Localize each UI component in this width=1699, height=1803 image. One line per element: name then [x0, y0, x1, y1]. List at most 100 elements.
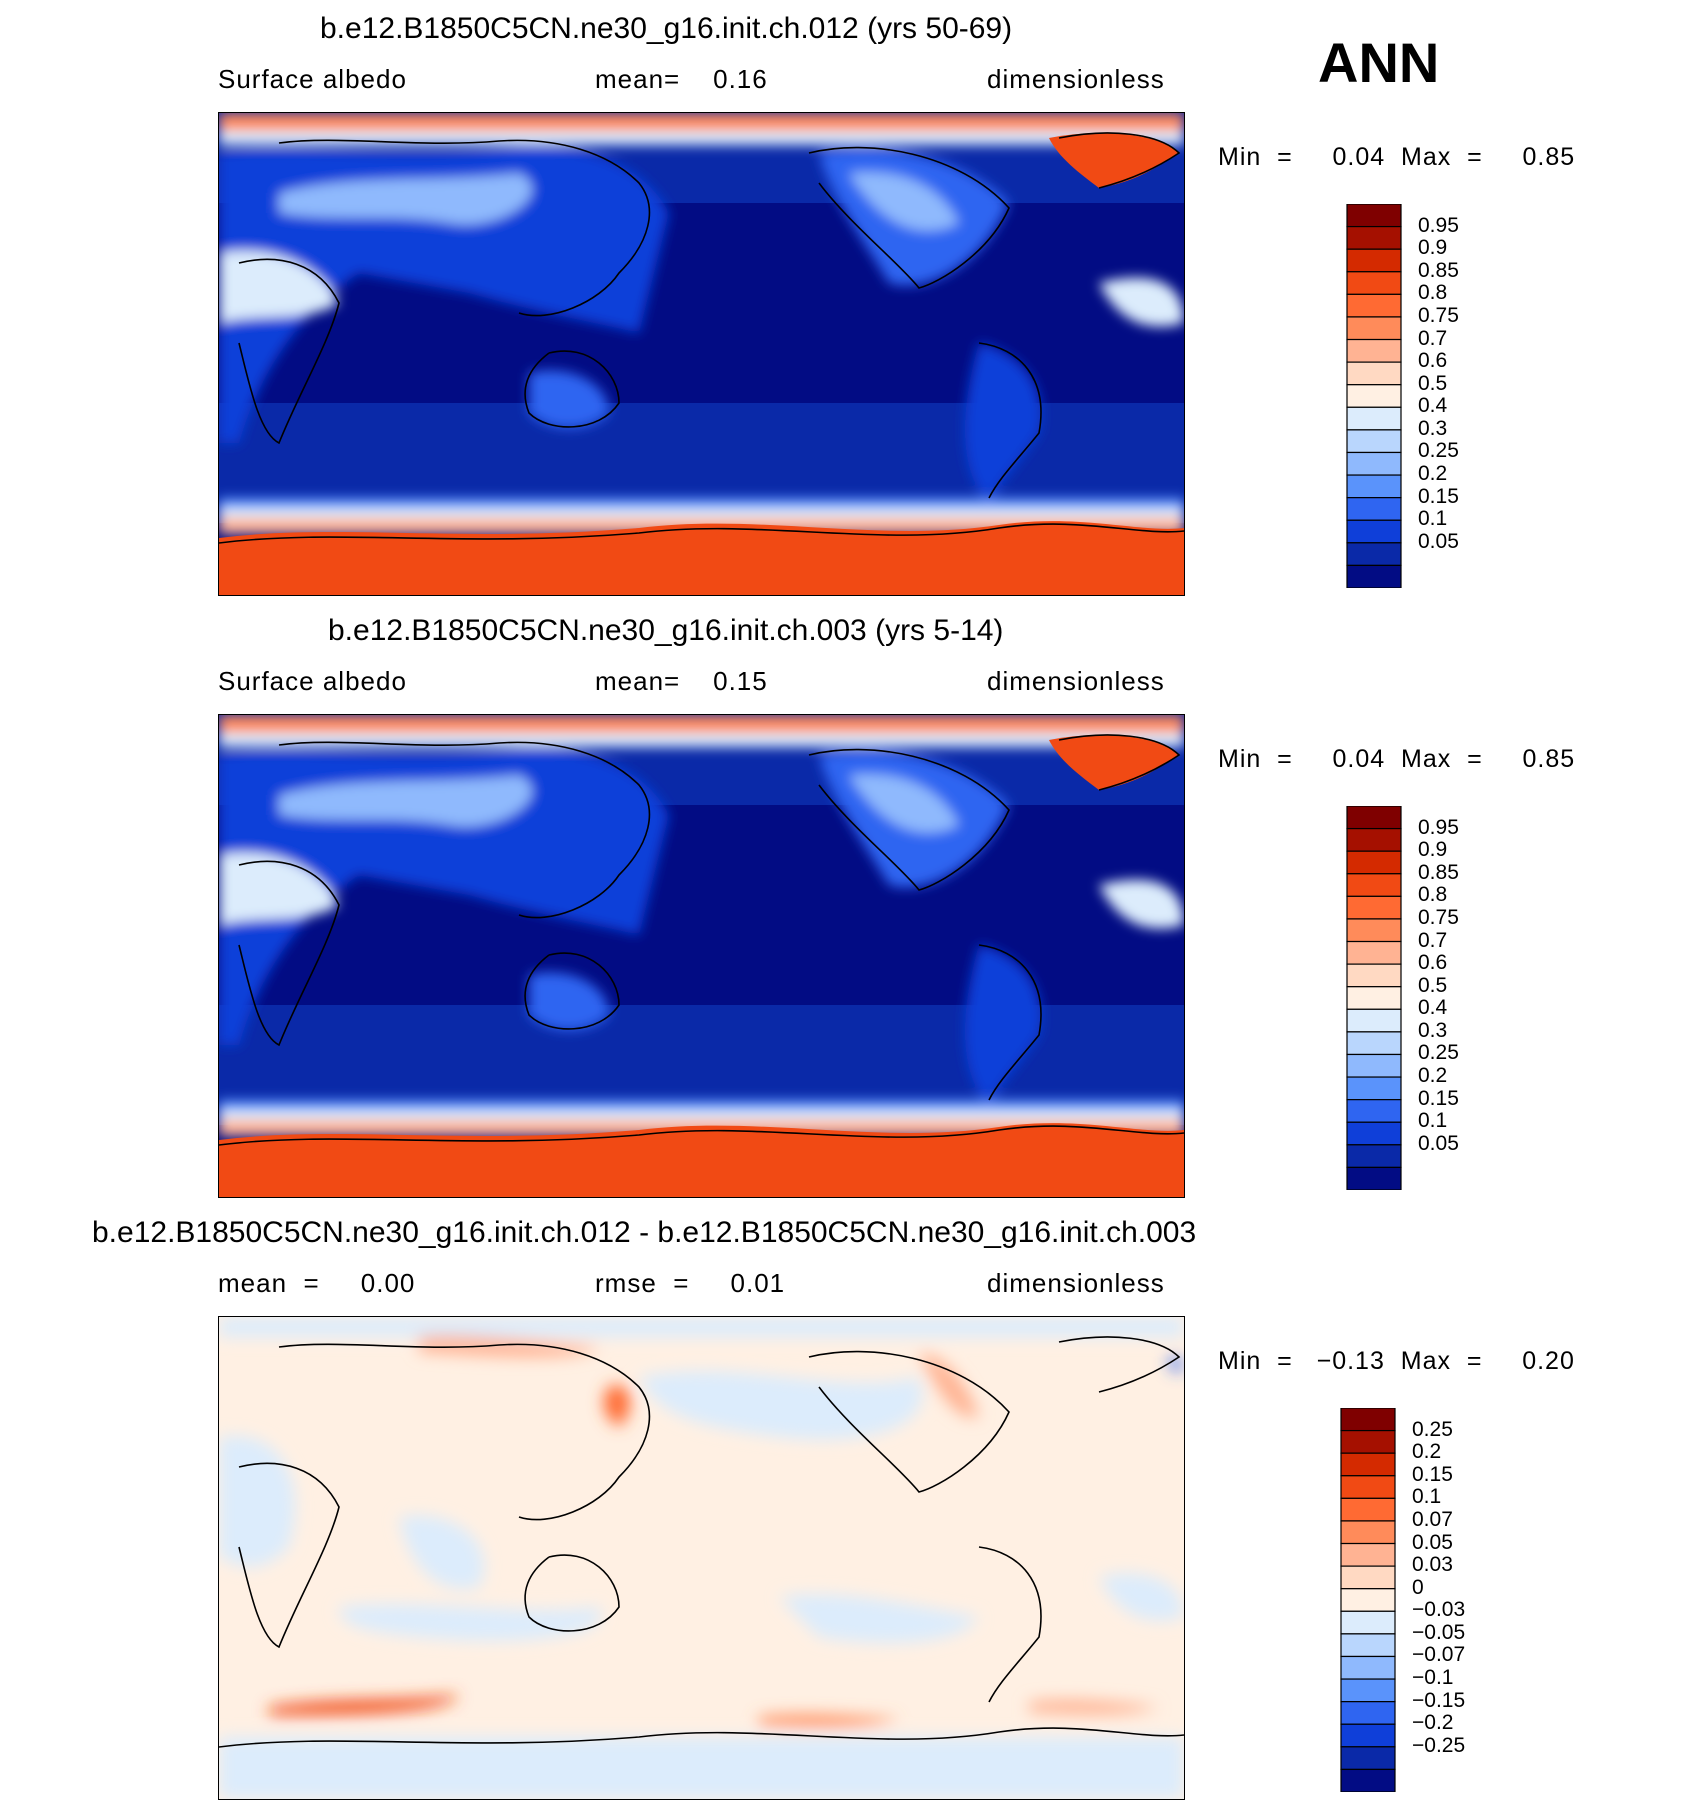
- colorbar-swatch: [1346, 805, 1402, 830]
- colorbar-tick-label: −0.15: [1412, 1688, 1466, 1712]
- colorbar-tick-label: 0.95: [1418, 815, 1459, 839]
- panel3-map: [218, 1316, 1185, 1800]
- colorbar-swatch: [1346, 1099, 1402, 1123]
- panel2-colorbar: [1346, 805, 1402, 1195]
- colorbar-tick-label: 0.8: [1418, 883, 1448, 907]
- colorbar-tick-label: 0.3: [1418, 416, 1448, 440]
- colorbar-tick-label: 0.03: [1412, 1553, 1453, 1577]
- colorbar-tick-label: 0.1: [1418, 1109, 1448, 1133]
- colorbar-swatch: [1346, 542, 1402, 567]
- colorbar-tick-label: 0.7: [1418, 928, 1448, 952]
- colorbar-swatch: [1346, 564, 1402, 589]
- colorbar-tick-label: −0.07: [1412, 1643, 1466, 1667]
- colorbar-tick-label: −0.05: [1412, 1620, 1466, 1644]
- panel1-colorbar: [1346, 203, 1402, 593]
- panel2-minmax: Min = 0.04 Max = 0.85: [1218, 745, 1576, 773]
- colorbar-swatch: [1346, 1008, 1402, 1033]
- colorbar-swatch: [1346, 1121, 1402, 1146]
- colorbar-tick-label: 0.85: [1418, 258, 1459, 282]
- panel2-title: b.e12.B1850C5CN.ne30_g16.init.ch.003 (yr…: [328, 614, 1004, 647]
- colorbar-swatch: [1346, 384, 1402, 408]
- colorbar-tick-label: 0.15: [1412, 1462, 1453, 1486]
- colorbar-swatch: [1340, 1655, 1396, 1680]
- panel1-units: dimensionless: [987, 64, 1165, 94]
- colorbar-tick-label: −0.25: [1412, 1733, 1466, 1757]
- panel2-units: dimensionless: [987, 666, 1165, 696]
- panel1-map: [218, 112, 1185, 596]
- colorbar-tick-label: 0.05: [1418, 529, 1459, 553]
- colorbar-swatch: [1340, 1678, 1396, 1703]
- colorbar-tick-label: 0.5: [1418, 973, 1448, 997]
- colorbar-swatch: [1346, 963, 1402, 988]
- colorbar-tick-label: 0.25: [1418, 1041, 1459, 1065]
- colorbar-tick-label: 0.15: [1418, 1086, 1459, 1110]
- panel3-title: b.e12.B1850C5CN.ne30_g16.init.ch.012 - b…: [92, 1216, 1197, 1249]
- panel1-title: b.e12.B1850C5CN.ne30_g16.init.ch.012 (yr…: [320, 12, 1013, 45]
- colorbar-swatch: [1346, 895, 1402, 920]
- colorbar-swatch: [1346, 293, 1402, 318]
- colorbar-swatch: [1340, 1565, 1396, 1590]
- colorbar-tick-label: 0.25: [1412, 1417, 1453, 1441]
- panel3-minmax: Min = −0.13 Max = 0.20: [1218, 1347, 1575, 1375]
- panel1-mean: mean= 0.16: [595, 64, 768, 94]
- panel3-units: dimensionless: [987, 1268, 1165, 1298]
- colorbar-swatch: [1340, 1429, 1396, 1454]
- panel1-minmax: Min = 0.04 Max = 0.85: [1218, 143, 1576, 171]
- colorbar-tick-label: 0.2: [1418, 1064, 1448, 1088]
- colorbar-tick-label: 0: [1412, 1575, 1424, 1599]
- colorbar-swatch: [1346, 940, 1402, 965]
- panel3-colorbar-swatches: [1340, 1407, 1396, 1793]
- colorbar-tick-label: 0.9: [1418, 236, 1448, 260]
- colorbar-tick-label: 0.4: [1418, 394, 1448, 418]
- panel1-colorbar-swatches: [1346, 203, 1402, 589]
- colorbar-swatch: [1346, 316, 1402, 341]
- colorbar-swatch: [1346, 1166, 1402, 1191]
- colorbar-swatch: [1340, 1520, 1396, 1545]
- colorbar-swatch: [1346, 203, 1402, 228]
- colorbar-swatch: [1346, 248, 1402, 273]
- panel3-mean: mean = 0.00: [218, 1268, 416, 1298]
- colorbar-swatch: [1340, 1746, 1396, 1771]
- colorbar-tick-label: 0.95: [1418, 213, 1459, 237]
- colorbar-swatch: [1346, 1144, 1402, 1169]
- season-label: ANN: [1318, 31, 1440, 94]
- colorbar-tick-label: 0.7: [1418, 326, 1448, 350]
- colorbar-swatch: [1346, 474, 1402, 499]
- colorbar-swatch: [1346, 1076, 1402, 1101]
- colorbar-swatch: [1346, 497, 1402, 521]
- panel2-map: [218, 714, 1185, 1198]
- colorbar-swatch: [1346, 271, 1402, 295]
- colorbar-swatch: [1340, 1542, 1396, 1567]
- colorbar-swatch: [1346, 338, 1402, 363]
- colorbar-tick-label: 0.4: [1418, 996, 1448, 1020]
- colorbar-tick-label: 0.6: [1418, 349, 1448, 373]
- colorbar-swatch: [1346, 225, 1402, 250]
- colorbar-swatch: [1340, 1452, 1396, 1477]
- colorbar-swatch: [1346, 1031, 1402, 1056]
- panel1-variable: Surface albedo: [218, 64, 407, 94]
- colorbar-tick-label: 0.05: [1418, 1131, 1459, 1155]
- colorbar-tick-label: 0.3: [1418, 1018, 1448, 1042]
- colorbar-swatch: [1340, 1588, 1396, 1612]
- colorbar-tick-label: −0.03: [1412, 1598, 1466, 1622]
- panel3-colorbar: [1340, 1407, 1396, 1797]
- colorbar-swatch: [1340, 1407, 1396, 1432]
- colorbar-swatch: [1346, 986, 1402, 1010]
- colorbar-tick-label: 0.15: [1418, 484, 1459, 508]
- colorbar-tick-label: 0.75: [1418, 303, 1459, 327]
- panel2-mean: mean= 0.15: [595, 666, 768, 696]
- colorbar-tick-label: 0.1: [1412, 1485, 1442, 1509]
- colorbar-tick-label: 0.2: [1412, 1440, 1442, 1464]
- colorbar-tick-label: 0.9: [1418, 838, 1448, 862]
- colorbar-swatch: [1340, 1475, 1396, 1499]
- colorbar-tick-label: 0.2: [1418, 462, 1448, 486]
- colorbar-swatch: [1340, 1610, 1396, 1635]
- colorbar-tick-label: −0.1: [1412, 1666, 1454, 1690]
- colorbar-tick-label: 0.07: [1412, 1507, 1453, 1531]
- panel2-colorbar-swatches: [1346, 805, 1402, 1191]
- colorbar-swatch: [1340, 1633, 1396, 1658]
- colorbar-swatch: [1346, 873, 1402, 897]
- colorbar-swatch: [1346, 519, 1402, 544]
- colorbar-tick-label: 0.25: [1418, 439, 1459, 463]
- colorbar-swatch: [1346, 827, 1402, 852]
